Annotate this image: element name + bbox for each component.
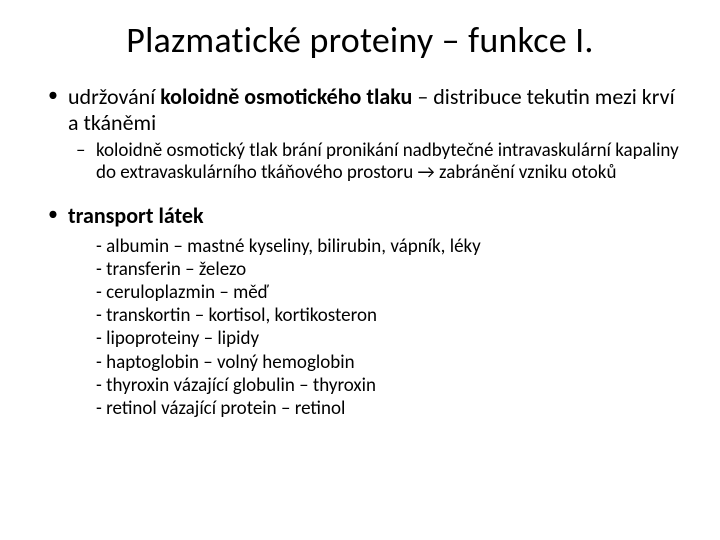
slide-title: Plazmatické proteiny – funkce I. bbox=[40, 18, 680, 62]
slide-container: Plazmatické proteiny – funkce I. udržová… bbox=[0, 0, 720, 540]
bullet-item-1: udržování koloidně osmotického tlaku – d… bbox=[40, 84, 680, 185]
transport-item-5: - lipoproteiny – lipidy bbox=[96, 327, 680, 350]
transport-item-7: - thyroxin vázající globulin – thyroxin bbox=[96, 374, 680, 397]
transport-item-8: - retinol vázající protein – retinol bbox=[96, 397, 680, 420]
bullet-2-sublist: - albumin – mastné kyseliny, bilirubin, … bbox=[68, 235, 680, 420]
bullet-1-bold: koloidně osmotického tlaku bbox=[160, 83, 412, 110]
bullet-1-sub-1: koloidně osmotický tlak brání pronikání … bbox=[68, 140, 680, 185]
bullet-item-2: transport látek - albumin – mastné kysel… bbox=[40, 203, 680, 420]
transport-item-3: - ceruloplazmin – měď bbox=[96, 281, 680, 304]
bullet-1-sublist: koloidně osmotický tlak brání pronikání … bbox=[68, 140, 680, 185]
transport-item-4: - transkortin – kortisol, kortikosteron bbox=[96, 304, 680, 327]
transport-item-2: - transferin – železo bbox=[96, 258, 680, 281]
transport-item-6: - haptoglobin – volný hemoglobin bbox=[96, 351, 680, 374]
transport-item-1: - albumin – mastné kyseliny, bilirubin, … bbox=[96, 235, 680, 258]
bullet-list: udržování koloidně osmotického tlaku – d… bbox=[40, 84, 680, 420]
bullet-2-bold: transport látek bbox=[68, 202, 204, 229]
bullet-1-prefix: udržování bbox=[68, 83, 160, 110]
